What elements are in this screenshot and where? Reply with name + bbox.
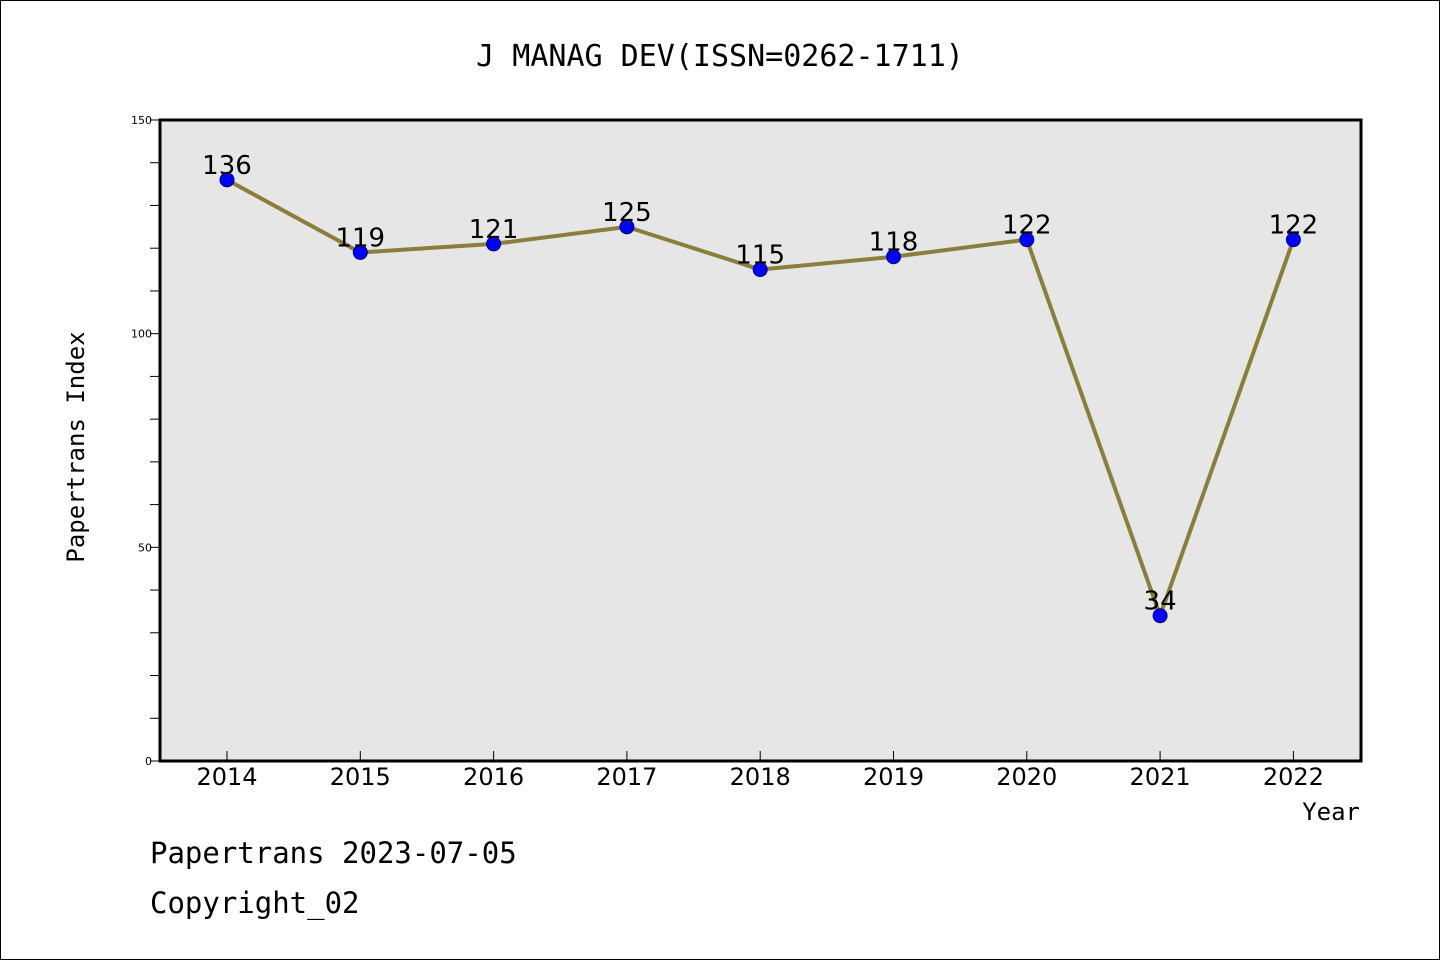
data-point [886, 249, 901, 265]
data-label: 122 [1269, 211, 1319, 241]
data-labels: 136 119 121 125 115 118 122 34 122 [202, 151, 1318, 617]
x-tick-label: 2020 [996, 763, 1057, 791]
data-point [1285, 232, 1301, 248]
x-tick-label: 2018 [730, 763, 791, 791]
x-tick-label: 2017 [596, 763, 657, 791]
y-axis: 0 50 100 150 [131, 114, 160, 768]
data-label: 115 [735, 241, 785, 271]
data-point [752, 262, 768, 278]
chart-title: J MANAG DEV(ISSN=0262-1711) [476, 39, 964, 74]
data-label: 34 [1144, 587, 1177, 617]
footer-date: Papertrans 2023-07-05 [150, 836, 517, 870]
x-tick-label: 2019 [863, 763, 924, 791]
y-axis-label: Papertrans Index [62, 331, 90, 562]
data-label: 125 [602, 198, 652, 228]
y-tick-label: 100 [131, 328, 152, 341]
data-point [486, 236, 502, 252]
data-label: 136 [202, 151, 252, 181]
x-tick-label: 2022 [1263, 763, 1324, 791]
plot-area [160, 120, 1361, 761]
data-point [219, 172, 235, 188]
x-axis-label: Year [1302, 798, 1360, 826]
x-tick-label: 2014 [196, 763, 257, 791]
data-point [352, 244, 368, 260]
x-tick-label: 2016 [463, 763, 524, 791]
y-tick-label: 0 [145, 755, 152, 768]
data-label: 119 [335, 223, 385, 253]
y-tick-label: 50 [138, 541, 152, 554]
series-layer [219, 172, 1301, 624]
plot-border [158, 118, 1363, 763]
x-axis: 2014 2015 2016 2017 2018 2019 2020 2021 2022 [196, 751, 1324, 791]
footer-copyright: Copyright_02 [150, 886, 360, 920]
data-label: 118 [869, 228, 919, 258]
data-label: 121 [469, 215, 519, 245]
data-point [1152, 608, 1168, 624]
data-point [619, 219, 635, 235]
y-tick-label: 150 [131, 114, 152, 127]
x-tick-label: 2015 [330, 763, 391, 791]
data-point [1019, 232, 1035, 248]
data-label: 122 [1002, 211, 1052, 241]
x-tick-label: 2021 [1130, 763, 1191, 791]
